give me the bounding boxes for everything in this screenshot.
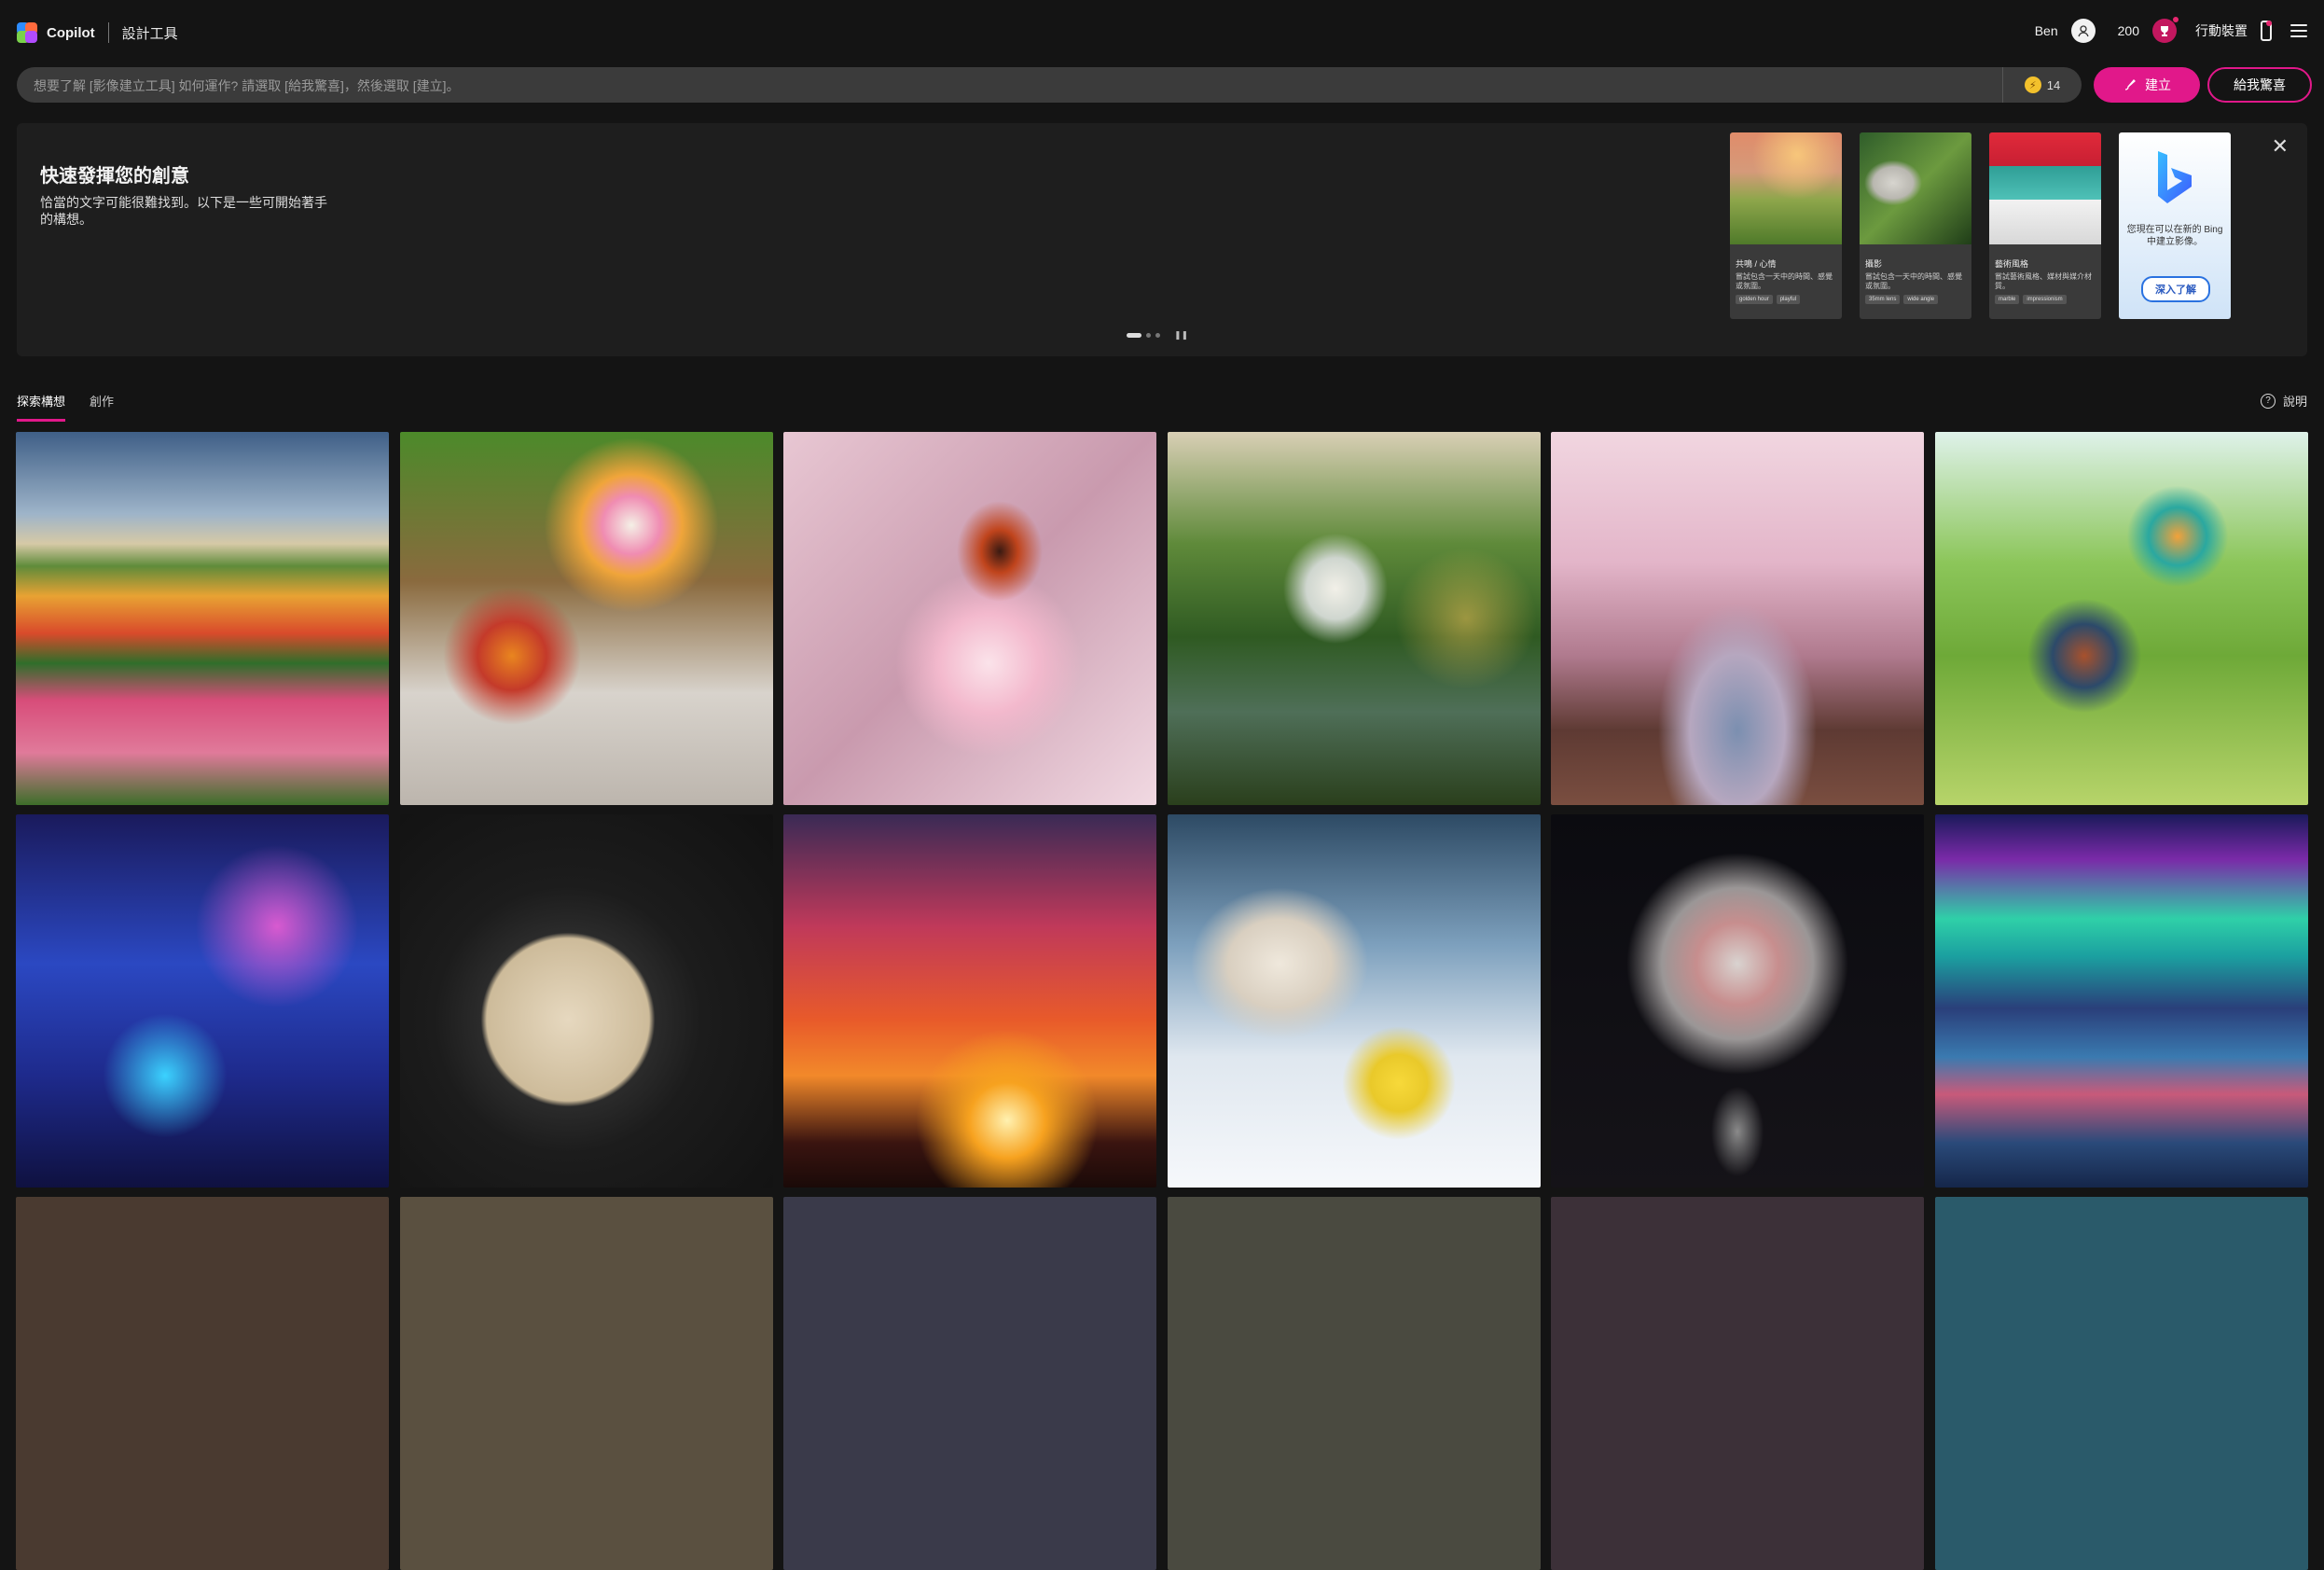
carousel-pager: ❚❚ — [1127, 330, 1188, 340]
hamburger-menu-icon[interactable] — [2290, 24, 2307, 37]
gallery-image-floral-crescent-moon[interactable] — [400, 814, 773, 1188]
create-label: 建立 — [2145, 77, 2171, 92]
bing-logo-icon — [2158, 151, 2192, 203]
surprise-label: 給我驚喜 — [2234, 77, 2286, 92]
gallery-image-cherry-blossom-river[interactable] — [1551, 432, 1924, 805]
bing-promo-card[interactable]: 您現在可以在新的 Bing 中建立影像。 深入了解 — [2119, 132, 2231, 319]
carousel-dot[interactable] — [1146, 333, 1151, 338]
gallery-image-row3[interactable] — [783, 1197, 1156, 1570]
phone-icon[interactable] — [2261, 21, 2272, 41]
help-link[interactable]: ? 說明 — [2260, 392, 2307, 410]
ideas-banner: 快速發揮您的創意 恰當的文字可能很難找到。以下是一些可開始著手的構想。 ✕ 共鳴… — [17, 123, 2307, 356]
learn-more-button[interactable]: 深入了解 — [2141, 276, 2210, 302]
gallery-image-butterfly-blossom[interactable] — [783, 432, 1156, 805]
idea-chip[interactable]: golden hour — [1736, 295, 1773, 304]
idea-chip[interactable]: marble — [1995, 295, 2020, 304]
idea-chip[interactable]: playful — [1776, 295, 1801, 304]
brand-name: Copilot — [47, 24, 95, 41]
gallery-image-picnic-basket[interactable] — [400, 432, 773, 805]
gallery-image-row3[interactable] — [1935, 1197, 2308, 1570]
idea-chip[interactable]: wide angle — [1903, 295, 1939, 304]
image-gallery — [16, 432, 2310, 1570]
gallery-image-row3[interactable] — [400, 1197, 773, 1570]
banner-title: 快速發揮您的創意 — [40, 166, 189, 187]
reward-icon[interactable] — [2152, 17, 2179, 43]
user-icon[interactable] — [2070, 19, 2096, 43]
close-icon[interactable]: ✕ — [2271, 134, 2289, 158]
user-name[interactable]: Ben — [2034, 23, 2058, 38]
gallery-image-waterfall-rainbow[interactable] — [1168, 432, 1541, 805]
gallery-image-neon-circuit-forest[interactable] — [16, 814, 389, 1188]
bing-promo-text: 您現在可以在新的 Bing 中建立影像。 — [2126, 225, 2223, 247]
tab-creations[interactable]: 創作 — [90, 395, 115, 409]
carousel-dot[interactable] — [1155, 333, 1160, 338]
idea-card-title: 攝影 — [1865, 259, 1883, 269]
copilot-logo-icon — [17, 22, 37, 43]
mobile-label[interactable]: 行動裝置 — [2195, 23, 2248, 38]
points-count[interactable]: 200 — [2117, 23, 2139, 38]
boost-count: 14 — [2046, 77, 2061, 92]
idea-card-title: 藝術風格 — [1995, 259, 2029, 269]
gallery-image-cowboy-sunset[interactable] — [783, 814, 1156, 1188]
copilot-logo[interactable]: Copilot 設計工具 — [17, 22, 178, 43]
create-button[interactable]: 建立 — [2094, 67, 2200, 103]
boost-coin-icon: ⚡ — [2024, 76, 2041, 93]
help-icon: ? — [2260, 393, 2276, 409]
idea-card-title: 共鳴 / 心情 — [1736, 259, 1777, 269]
gallery-image-row3[interactable] — [1168, 1197, 1541, 1570]
idea-card-art-style[interactable]: 藝術風格 嘗試藝術風格、媒材與媒介材質。 marble impressionis… — [1989, 132, 2101, 319]
surprise-me-button[interactable]: 給我驚喜 — [2207, 67, 2312, 103]
idea-card-image — [1730, 132, 1842, 244]
idea-card-photography[interactable]: 攝影 嘗試包含一天中的時間、感覺或氛圍。 35mm lens wide angl… — [1860, 132, 1971, 319]
banner-description: 恰當的文字可能很難找到。以下是一些可開始著手的構想。 — [40, 195, 327, 227]
gallery-image-silver-bouquet[interactable] — [1551, 814, 1924, 1188]
gallery-image-aurora-landscape[interactable] — [1935, 814, 2308, 1188]
idea-card-image — [1989, 132, 2101, 244]
idea-card-text: 嘗試藝術風格、媒材與媒介材質。 — [1995, 272, 2092, 290]
idea-card-text: 嘗試包含一天中的時間、感覺或氛圍。 — [1736, 272, 1833, 290]
boost-counter[interactable]: ⚡ 14 — [2002, 67, 2082, 103]
carousel-dot[interactable] — [1127, 333, 1141, 338]
gallery-image-tulip-field[interactable] — [16, 432, 389, 805]
tab-explore[interactable]: 探索構想 — [17, 392, 66, 422]
header-actions: Ben 200 行動裝置 — [2034, 17, 2307, 43]
gallery-image-polar-bears-lemonade[interactable] — [1168, 814, 1541, 1188]
brand-divider — [107, 22, 109, 43]
top-header: Copilot 設計工具 Ben 200 行動裝置 — [0, 0, 2324, 67]
brush-icon — [2124, 79, 2136, 90]
prompt-bar: ⚡ 14 — [17, 67, 2082, 104]
idea-card-text: 嘗試包含一天中的時間、感覺或氛圍。 — [1865, 272, 1962, 290]
gallery-image-row3[interactable] — [16, 1197, 389, 1570]
idea-card-image — [1860, 132, 1971, 244]
prompt-input[interactable] — [32, 67, 2013, 104]
brand-subtitle: 設計工具 — [121, 25, 178, 42]
idea-card-mood[interactable]: 共鳴 / 心情 嘗試包含一天中的時間、感覺或氛圍。 golden hour pl… — [1730, 132, 1842, 319]
content-tabs: 探索構想 創作 — [17, 392, 114, 422]
gallery-image-boy-with-kite[interactable] — [1935, 432, 2308, 805]
gallery-image-row3[interactable] — [1551, 1197, 1924, 1570]
pause-icon[interactable]: ❚❚ — [1174, 330, 1189, 340]
idea-chip[interactable]: 35mm lens — [1865, 295, 1901, 304]
help-label: 說明 — [2282, 395, 2307, 409]
idea-chip[interactable]: impressionism — [2023, 295, 2067, 304]
